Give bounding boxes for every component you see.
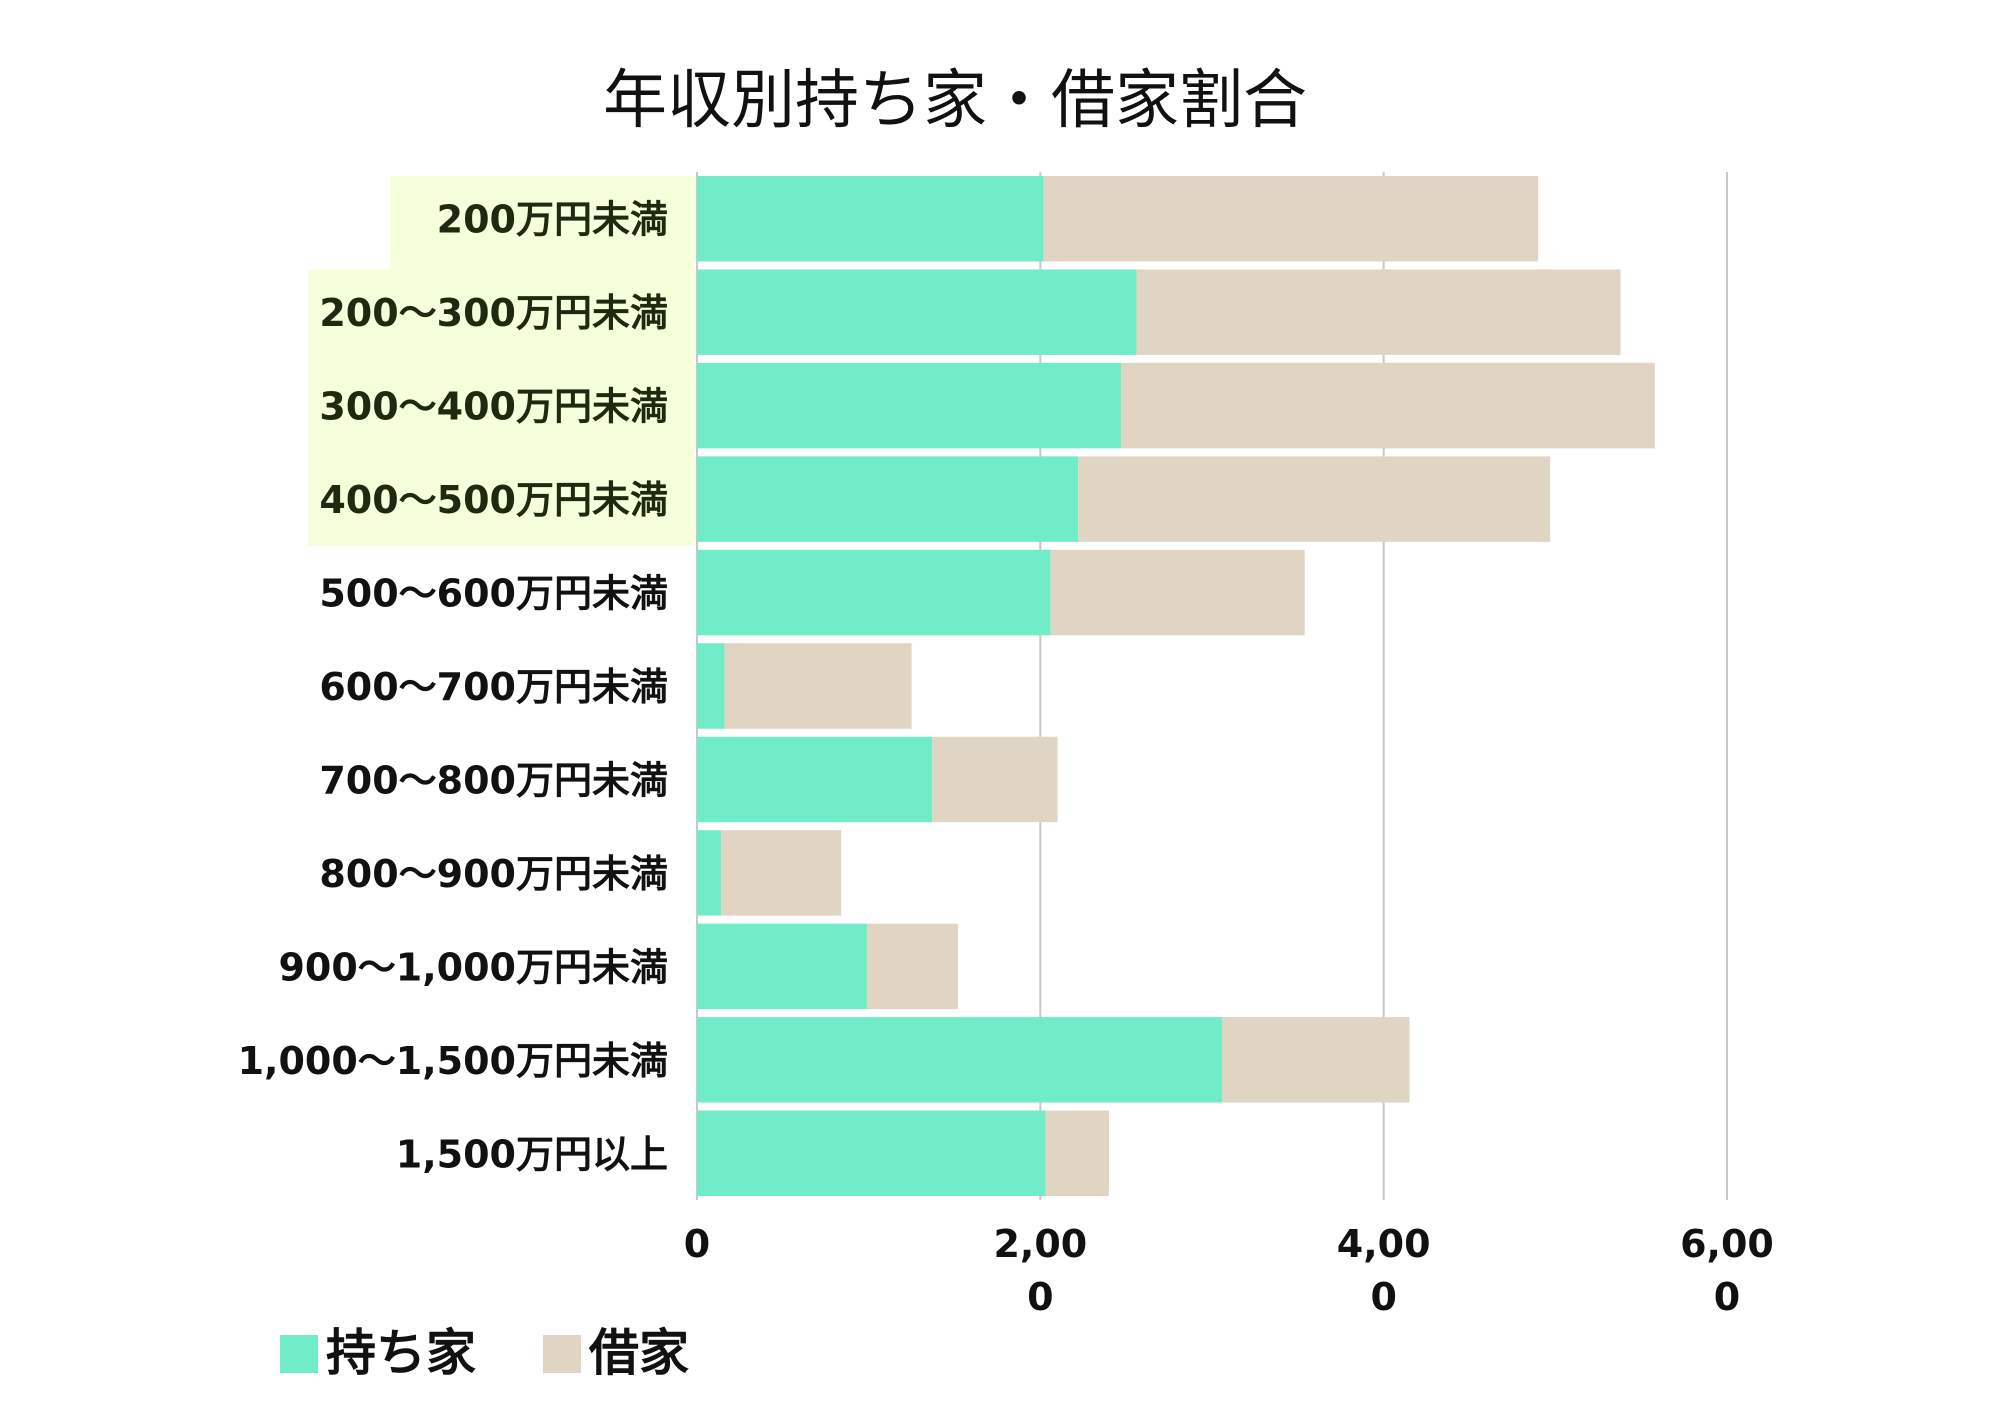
bar-rented	[1121, 362, 1655, 449]
bar-rented	[1050, 549, 1305, 636]
bar-owned	[697, 549, 1051, 636]
bar-owned	[697, 1017, 1223, 1103]
category-label: 400〜500万円未満	[319, 478, 668, 522]
category-highlight	[308, 362, 695, 459]
legend-label: 持ち家	[326, 1324, 476, 1382]
bar-owned	[697, 176, 1044, 262]
category-label: 300〜400万円未満	[319, 385, 668, 429]
category-label: 200〜300万円未満	[319, 291, 668, 335]
category-label: 700〜800万円未満	[319, 758, 668, 802]
bar-owned	[697, 456, 1079, 542]
bar-rented	[1045, 1110, 1109, 1196]
bars	[697, 176, 1655, 1196]
legend: 持ち家 借家	[280, 1324, 689, 1382]
bar-owned	[697, 923, 867, 1010]
category-label: 200万円未満	[437, 198, 668, 242]
category-label: 900〜1,000万円未満	[278, 945, 668, 989]
x-tick-label: 0	[1370, 1275, 1396, 1319]
bar-owned	[697, 643, 725, 729]
x-axis-ticks: 0 2,00 0 4,00 0 6,00 0	[684, 1222, 1774, 1319]
bar-rented	[1043, 176, 1539, 262]
legend-label: 借家	[588, 1324, 689, 1382]
category-highlights	[308, 176, 695, 546]
category-label: 600〜700万円未満	[319, 665, 668, 709]
bar-owned	[697, 1110, 1046, 1196]
bar-owned	[697, 830, 722, 916]
category-label: 500〜600万円未満	[319, 572, 668, 616]
bar-owned	[697, 736, 933, 823]
category-label: 1,500万円以上	[396, 1132, 668, 1176]
bar-owned	[697, 362, 1122, 449]
category-highlight	[308, 456, 695, 546]
bar-rented	[1078, 456, 1551, 542]
bar-rented	[932, 736, 1058, 823]
x-tick-label: 0	[1714, 1275, 1740, 1319]
bar-rented	[1136, 269, 1621, 355]
bar-rented	[1222, 1017, 1410, 1103]
category-label: 1,000〜1,500万円未満	[238, 1039, 668, 1083]
category-highlight	[308, 269, 695, 365]
bar-owned	[697, 269, 1137, 355]
category-labels: 200万円未満 200〜300万円未満 300〜400万円未満 400〜500万円未満…	[238, 198, 668, 1177]
category-highlight	[390, 176, 695, 272]
x-tick-label: 6,00	[1680, 1222, 1774, 1266]
category-label: 800〜900万円未満	[319, 852, 668, 896]
legend-swatch	[543, 1335, 581, 1373]
chart-title: 年収別持ち家・借家割合	[603, 64, 1307, 138]
x-tick-label: 4,00	[1337, 1222, 1431, 1266]
x-tick-label: 2,00	[993, 1222, 1087, 1266]
x-tick-label: 0	[1027, 1275, 1053, 1319]
bar-rented	[721, 830, 842, 916]
bar-rented	[866, 923, 958, 1010]
x-tick-label: 0	[684, 1222, 710, 1266]
legend-swatch	[280, 1335, 318, 1373]
bar-rented	[724, 643, 912, 729]
